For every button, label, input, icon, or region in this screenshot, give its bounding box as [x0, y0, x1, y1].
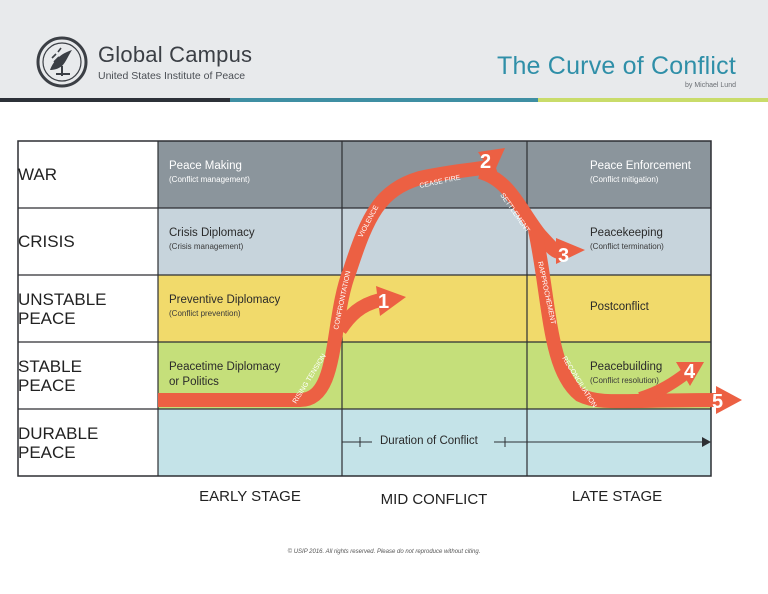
cell-peacetime-diplomacy: Peacetime Diplomacy — [169, 361, 281, 373]
page-header — [0, 0, 768, 100]
brand-subtitle: United States Institute of Peace — [98, 70, 246, 82]
cell-peace-making-sub: (Conflict management) — [169, 175, 250, 184]
cell-preventive-diplomacy: Preventive Diplomacy — [169, 294, 281, 306]
arrow-4-head — [676, 362, 704, 386]
duration-arrowhead — [702, 437, 711, 447]
cell-peacetime-diplomacy-line2: or Politics — [169, 376, 219, 388]
marker-1: 1 — [378, 291, 389, 313]
arrow-5-head — [716, 386, 742, 414]
page-title: The Curve of Conflict — [496, 52, 736, 80]
cell-peace-making: Peace Making — [169, 160, 242, 172]
row-label-stable-peace: STABLE PEACE — [18, 357, 82, 395]
row-label-war: WAR — [18, 165, 58, 184]
stripe-dark — [0, 98, 230, 102]
duration-label: Duration of Conflict — [380, 435, 478, 447]
marker-4: 4 — [684, 361, 696, 383]
cell-peacekeeping-sub: (Conflict termination) — [590, 242, 664, 251]
cell-crisis-diplomacy-sub: (Crisis management) — [169, 242, 244, 251]
row-label-unstable-peace: UNSTABLE PEACE — [18, 290, 107, 328]
cell-peacebuilding: Peacebuilding — [590, 361, 663, 373]
brand-name: Global Campus — [98, 42, 253, 67]
row-label-crisis: CRISIS — [18, 232, 75, 251]
arrow-2-head — [478, 148, 505, 175]
stage-late: LATE STAGE — [571, 488, 663, 505]
cell-peacekeeping: Peacekeeping — [590, 227, 663, 239]
stripe-teal — [230, 98, 538, 102]
cell-crisis-diplomacy: Crisis Diplomacy — [169, 227, 255, 239]
arrow-3-head — [556, 238, 585, 264]
marker-2: 2 — [480, 151, 491, 173]
curve-descent-path — [477, 165, 561, 259]
curve-main-path — [158, 158, 498, 407]
cell-postconflict: Postconflict — [590, 301, 649, 313]
marker-3: 3 — [558, 245, 569, 267]
cell-peace-enforcement-sub: (Conflict mitigation) — [590, 175, 659, 184]
cell-peace-enforcement: Peace Enforcement — [590, 160, 692, 172]
arrow-1-head — [376, 286, 406, 316]
cell-peacebuilding-sub: (Conflict resolution) — [590, 376, 659, 385]
band-unstable — [158, 275, 711, 342]
curve-branch-1 — [334, 293, 382, 334]
copyright-footer: © USIP 2016. All rights reserved. Please… — [287, 549, 481, 555]
stripe-lime — [538, 98, 768, 102]
stage-early: EARLY STAGE — [199, 488, 301, 505]
row-label-durable-peace: DURABLE PEACE — [18, 424, 99, 462]
stage-mid: MID CONFLICT — [380, 491, 488, 508]
band-crisis — [158, 208, 711, 275]
author-credit: by Michael Lund — [685, 82, 736, 89]
cell-preventive-diplomacy-sub: (Conflict prevention) — [169, 309, 241, 318]
marker-5: 5 — [712, 391, 723, 413]
usip-dove-logo-icon — [36, 36, 88, 88]
